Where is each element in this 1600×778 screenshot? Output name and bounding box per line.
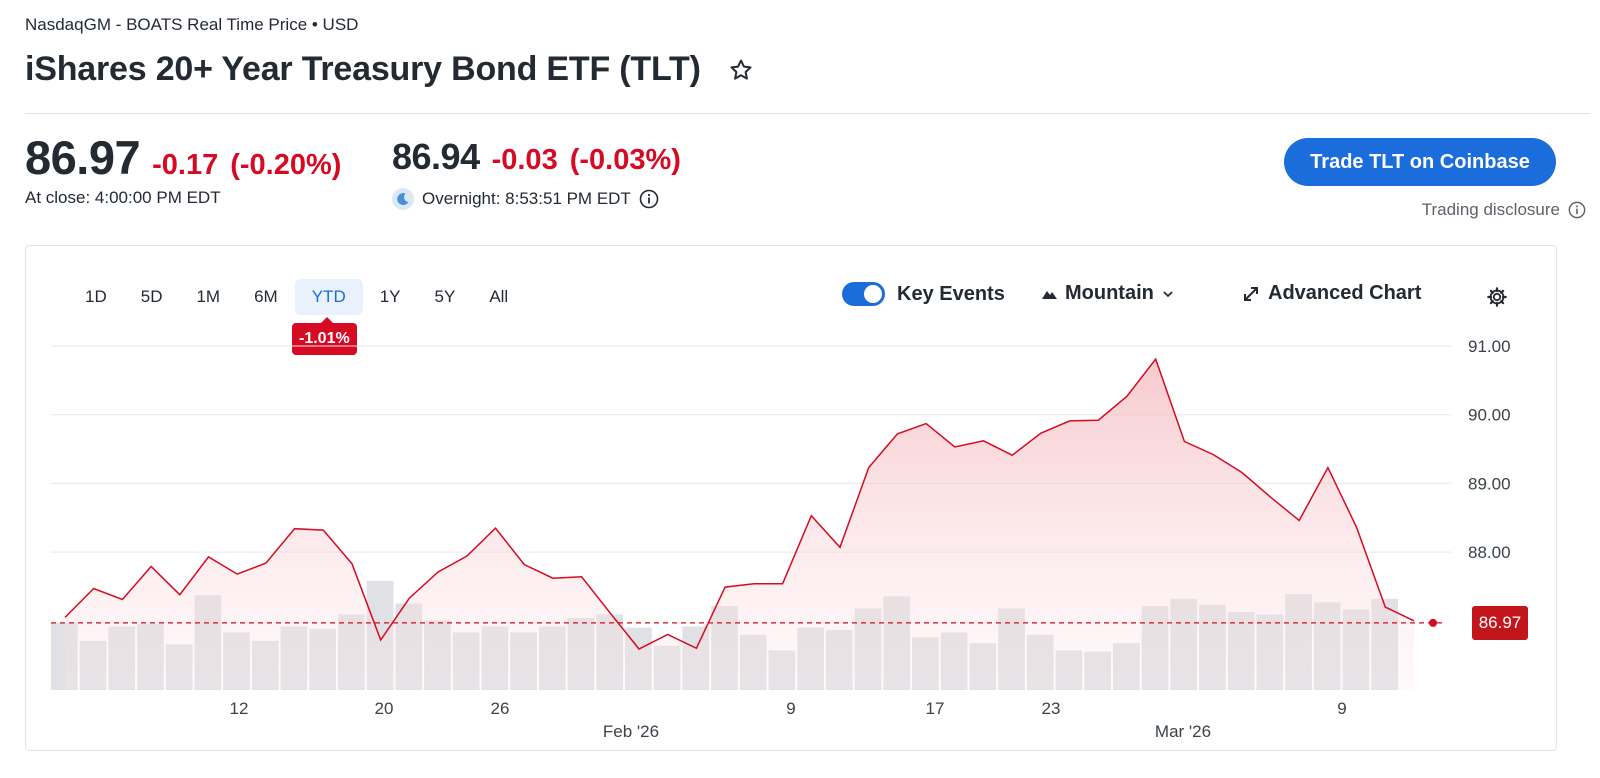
price-area (65, 359, 1414, 690)
range-selector: 1D 5D 1M 6M YTD 1Y 5Y All (68, 279, 525, 315)
mountain-icon (1041, 287, 1059, 301)
range-all[interactable]: All (489, 287, 509, 306)
gear-icon[interactable] (1486, 286, 1508, 308)
overnight-quote: 86.94 -0.03 (-0.03%) (392, 136, 681, 178)
header-divider (25, 113, 1590, 114)
x-tick-label: 12 (230, 699, 249, 718)
close-change: -0.17 (152, 149, 219, 181)
range-ytd[interactable]: YTD (294, 279, 363, 315)
price-chart[interactable]: 88.00 89.00 90.00 91.00 12 20 26 9 17 23 9 Feb '26… (26, 246, 1558, 752)
info-icon[interactable] (1568, 201, 1586, 219)
x-tick-label: 9 (786, 699, 795, 718)
last-price-label: 86.97 (1472, 606, 1528, 640)
last-price-dot (1429, 618, 1437, 627)
advanced-chart-button[interactable]: Advanced Chart (1242, 282, 1421, 305)
exchange-label: NasdaqGM - BOATS Real Time Price • USD (25, 15, 359, 34)
advanced-chart-label: Advanced Chart (1268, 282, 1422, 304)
y-tick-label: 89.00 (1468, 474, 1511, 493)
close-change-pct: (-0.20%) (230, 149, 342, 181)
range-5d[interactable]: 5D (140, 287, 163, 306)
x-tick-label: 23 (1042, 699, 1061, 718)
chart-card: 1D 5D 1M 6M YTD 1Y 5Y All -1.01% Key Eve… (25, 245, 1557, 751)
range-6m[interactable]: 6M (254, 287, 278, 306)
x-month-label: Feb '26 (603, 722, 659, 741)
info-icon[interactable] (639, 189, 659, 209)
title-row: iShares 20+ Year Treasury Bond ETF (TLT) (25, 50, 755, 89)
toggle-switch[interactable] (842, 282, 885, 306)
x-tick-label: 9 (1337, 699, 1346, 718)
x-tick-label: 20 (375, 699, 394, 718)
close-quote: 86.97 -0.17 (-0.20%) (25, 130, 341, 185)
y-tick-label: 91.00 (1468, 337, 1511, 356)
close-time: At close: 4:00:00 PM EDT (25, 188, 221, 207)
page-title: iShares 20+ Year Treasury Bond ETF (TLT) (25, 50, 701, 88)
range-1d[interactable]: 1D (85, 287, 107, 306)
y-tick-label: 90.00 (1468, 406, 1511, 425)
close-price: 86.97 (25, 131, 141, 184)
chart-type-dropdown[interactable]: Mountain (1041, 282, 1174, 305)
overnight-info: Overnight: 8:53:51 PM EDT (392, 188, 659, 210)
chart-type-label: Mountain (1065, 282, 1154, 304)
overnight-change: -0.03 (491, 144, 558, 176)
x-tick-label: 17 (926, 699, 945, 718)
overnight-time: Overnight: 8:53:51 PM EDT (422, 189, 631, 208)
moon-icon (392, 188, 414, 210)
range-5y[interactable]: 5Y (434, 287, 456, 306)
expand-icon (1242, 285, 1260, 303)
star-icon[interactable] (727, 56, 755, 84)
range-1y[interactable]: 1Y (379, 287, 401, 306)
key-events-toggle[interactable]: Key Events (842, 282, 1005, 306)
ytd-change-badge: -1.01% (292, 317, 357, 355)
chevron-down-icon (1162, 290, 1174, 298)
trade-button[interactable]: Trade TLT on Coinbase (1284, 138, 1556, 186)
overnight-change-pct: (-0.03%) (569, 144, 681, 176)
trading-disclosure[interactable]: Trading disclosure (1422, 200, 1586, 220)
price-line (64, 357, 1415, 650)
x-tick-label: 26 (491, 699, 510, 718)
disclosure-label: Trading disclosure (1421, 200, 1560, 219)
key-events-label: Key Events (897, 282, 1005, 305)
overnight-price: 86.94 (392, 136, 480, 177)
range-1m[interactable]: 1M (196, 287, 221, 306)
y-tick-label: 88.00 (1468, 543, 1511, 562)
x-month-label: Mar '26 (1155, 722, 1211, 741)
